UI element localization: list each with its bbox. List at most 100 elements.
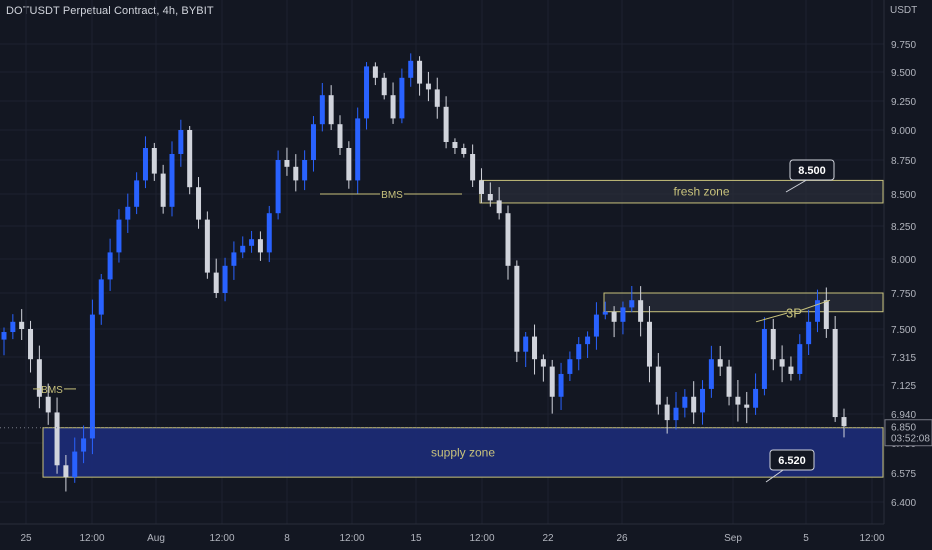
candle-body-38 [337,124,343,148]
candle-body-4 [36,359,42,397]
candle-body-3 [28,329,34,360]
candle-body-50 [443,106,449,142]
time-tick-7: 12:00 [469,533,494,544]
candle-body-49 [434,89,440,107]
candle-body-30 [266,213,272,253]
candle-body-28 [249,239,255,246]
candle-body-79 [700,388,706,413]
chart-title: DOTUSDT Perpetual Contract, 4h, BYBIT [6,5,214,17]
time-tick-4: 8 [284,533,290,544]
callout-box-1 [789,159,835,181]
candle-body-5 [45,396,51,413]
three-p-label: 3P [786,306,802,321]
bms-label-1: BMS [381,190,403,201]
candle-body-93 [823,300,829,329]
candle-body-39 [346,148,352,181]
candle-body-56 [496,200,502,214]
candle-body-95 [841,417,847,427]
price-tick-10: 7.315 [891,353,916,364]
time-tick-10: Sep [724,533,742,544]
candle-body-0 [1,332,7,340]
time-tick-2: Aug [147,533,165,544]
candle-body-80 [708,359,714,389]
candle-body-44 [390,95,396,119]
candle-body-73 [646,321,652,367]
price-tick-1: 9.500 [891,68,916,79]
candle-body-52 [461,148,467,154]
price-tick-12: 6.940 [891,410,916,421]
price-axis-currency: USDT [890,5,918,16]
candle-body-24 [213,272,219,293]
price-tick-6: 8.250 [891,222,916,233]
candle-body-29 [257,239,263,253]
countdown-value: 03:52:08 [891,434,930,445]
annotations-layer: BMS BMS 3P 8.500 6.520 [33,159,835,483]
candle-body-37 [328,95,334,125]
price-tick-14: 6.575 [891,469,916,480]
price-tick-3: 9.000 [891,126,916,137]
candle-body-43 [381,77,387,96]
candle-body-53 [470,154,476,181]
candle-body-59 [523,336,529,352]
candle-body-89 [788,366,794,374]
candle-body-83 [735,396,741,405]
time-tick-5: 12:00 [339,533,364,544]
candle-body-48 [425,83,431,90]
candle-body-60 [532,336,538,360]
price-axis[interactable]: 9.750 9.500 9.250 9.000 8.750 8.500 8.250 8.000… [883,0,932,524]
time-tick-12: 12:00 [859,533,884,544]
candle-body-15 [134,180,140,207]
candle-body-27 [240,245,246,253]
bms-label-2: BMS [41,385,63,396]
candles-layer [0,53,884,492]
candle-body-71 [629,300,635,308]
zone-label-0: fresh zone [673,185,729,199]
candle-body-2 [19,321,25,329]
price-tick-4: 8.750 [891,156,916,167]
candle-body-55 [487,194,493,201]
time-tick-6: 15 [410,533,422,544]
candle-body-94 [832,329,838,418]
candle-body-77 [682,396,688,408]
candle-body-7 [63,465,69,478]
candle-body-18 [160,173,166,207]
candle-body-33 [293,166,299,181]
callout-text-2: 6.520 [778,455,806,467]
candle-body-86 [761,329,767,389]
candle-body-88 [779,359,785,367]
candle-body-87 [770,329,776,360]
candle-body-91 [806,321,812,345]
time-tick-8: 22 [542,533,554,544]
candle-body-42 [372,66,378,78]
zones-layer: fresh zone supply zone [42,179,884,478]
time-axis[interactable]: 25 12:00 Aug 12:00 8 12:00 15 12:00 22 26 Sep 5 12:0… [0,523,885,544]
candle-body-6 [54,412,60,466]
candle-body-85 [753,388,759,408]
candle-body-36 [319,95,325,125]
candle-body-16 [142,148,148,181]
time-tick-11: 5 [803,533,809,544]
candle-body-76 [673,407,679,421]
candle-body-23 [204,219,210,273]
price-tick-0: 9.750 [891,40,916,51]
last-price-tag [884,419,932,447]
candle-body-19 [169,154,175,207]
candle-body-72 [638,300,644,322]
candle-body-63 [558,373,564,397]
candle-body-54 [478,180,484,194]
candle-body-67 [593,314,599,337]
candle-body-13 [116,219,122,253]
time-tick-9: 26 [616,533,628,544]
candle-body-57 [505,213,511,266]
candle-body-45 [399,77,405,119]
candle-body-61 [540,359,546,367]
candle-body-69 [611,311,617,322]
price-tick-8: 7.750 [891,289,916,300]
candle-body-14 [125,206,131,220]
candle-body-21 [187,130,193,188]
candle-body-65 [576,344,582,360]
price-tick-11: 7.125 [891,381,916,392]
candle-body-68 [602,311,608,315]
candle-body-62 [549,366,555,397]
